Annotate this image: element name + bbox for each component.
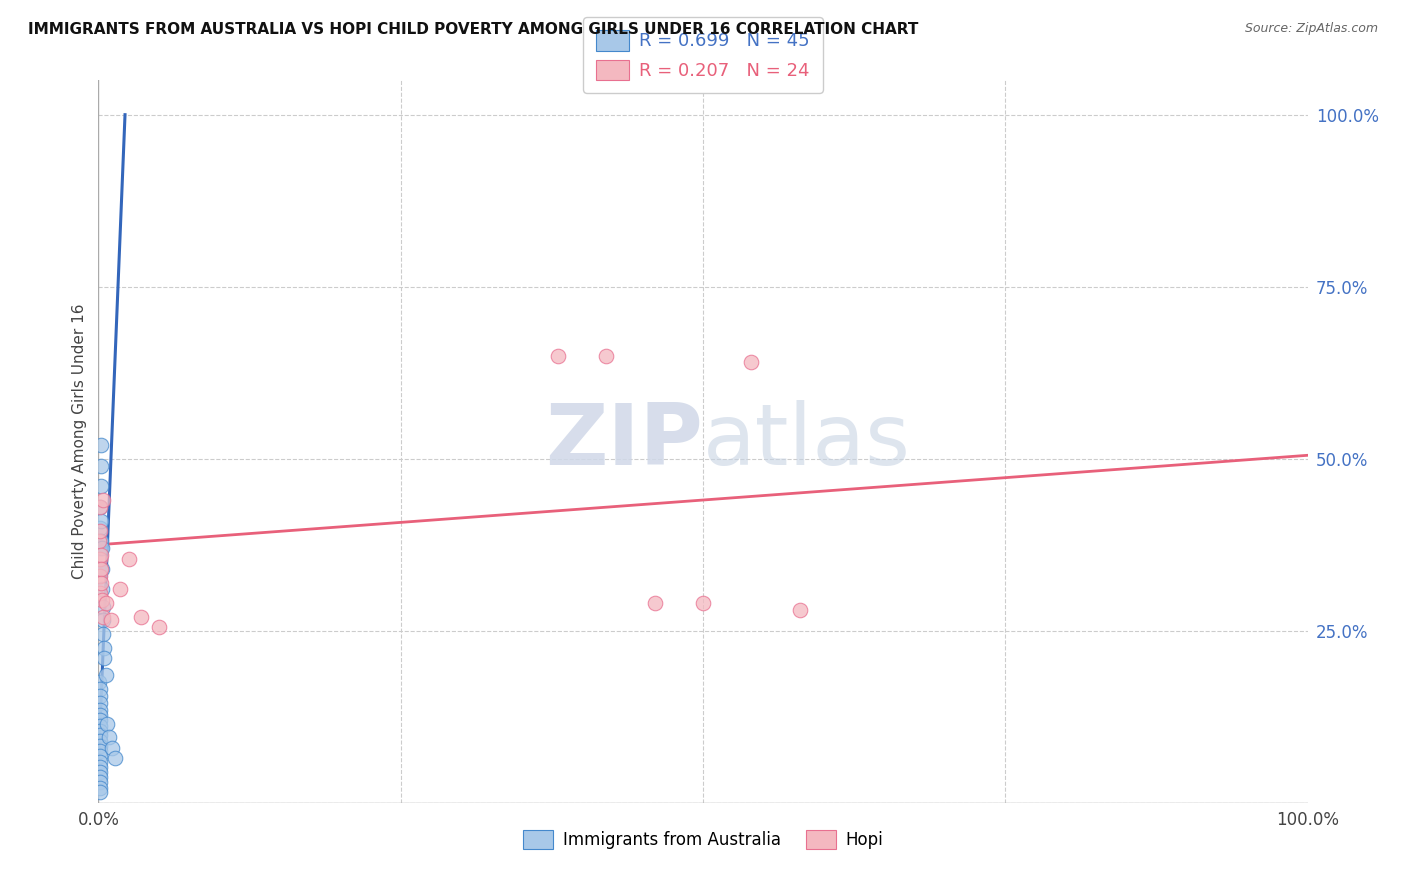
Point — [692, 596, 714, 610]
Point — [89, 534, 111, 549]
Point — [595, 349, 617, 363]
Point — [89, 703, 111, 717]
Point — [91, 493, 114, 508]
Point — [94, 668, 117, 682]
Point — [789, 603, 811, 617]
Point — [89, 524, 111, 538]
Point — [90, 438, 112, 452]
Point — [100, 614, 122, 628]
Point — [97, 731, 120, 745]
Point — [89, 541, 111, 556]
Point — [93, 651, 115, 665]
Text: Source: ZipAtlas.com: Source: ZipAtlas.com — [1244, 22, 1378, 36]
Y-axis label: Child Poverty Among Girls Under 16: Child Poverty Among Girls Under 16 — [72, 304, 87, 579]
Point — [89, 734, 111, 748]
Point — [94, 596, 117, 610]
Point — [89, 713, 111, 727]
Point — [89, 696, 111, 710]
Point — [129, 610, 152, 624]
Point — [89, 719, 111, 733]
Point — [100, 740, 122, 755]
Text: ZIP: ZIP — [546, 400, 703, 483]
Point — [547, 349, 569, 363]
Point — [104, 751, 127, 765]
Point — [90, 562, 112, 576]
Point — [89, 775, 111, 789]
Point — [89, 689, 111, 703]
Point — [89, 562, 111, 576]
Text: IMMIGRANTS FROM AUSTRALIA VS HOPI CHILD POVERTY AMONG GIRLS UNDER 16 CORRELATION: IMMIGRANTS FROM AUSTRALIA VS HOPI CHILD … — [28, 22, 918, 37]
Point — [91, 582, 114, 597]
Point — [90, 592, 112, 607]
Point — [644, 596, 666, 610]
Point — [93, 640, 115, 655]
Point — [89, 749, 111, 764]
Point — [89, 780, 111, 795]
Point — [90, 514, 112, 528]
Point — [108, 582, 131, 597]
Point — [89, 500, 111, 514]
Point — [89, 707, 111, 722]
Point — [93, 627, 115, 641]
Point — [148, 620, 170, 634]
Point — [89, 551, 111, 566]
Point — [89, 739, 111, 754]
Point — [90, 541, 112, 556]
Point — [89, 770, 111, 784]
Point — [89, 682, 111, 697]
Point — [118, 551, 141, 566]
Point — [89, 586, 111, 600]
Point — [90, 548, 112, 562]
Point — [90, 575, 112, 590]
Point — [96, 716, 118, 731]
Point — [89, 760, 111, 774]
Point — [91, 562, 114, 576]
Point — [90, 479, 112, 493]
Text: atlas: atlas — [703, 400, 911, 483]
Point — [91, 610, 114, 624]
Point — [89, 723, 111, 738]
Point — [89, 764, 111, 779]
Point — [90, 458, 112, 473]
Point — [91, 599, 114, 614]
Point — [89, 785, 111, 799]
Point — [90, 534, 112, 549]
Point — [89, 568, 111, 582]
Point — [740, 355, 762, 369]
Point — [89, 500, 111, 514]
Legend: Immigrants from Australia, Hopi: Immigrants from Australia, Hopi — [513, 821, 893, 860]
Point — [89, 534, 111, 549]
Point — [89, 755, 111, 769]
Point — [89, 520, 111, 534]
Point — [89, 744, 111, 758]
Point — [89, 728, 111, 742]
Point — [91, 614, 114, 628]
Point — [89, 675, 111, 690]
Point — [90, 562, 112, 576]
